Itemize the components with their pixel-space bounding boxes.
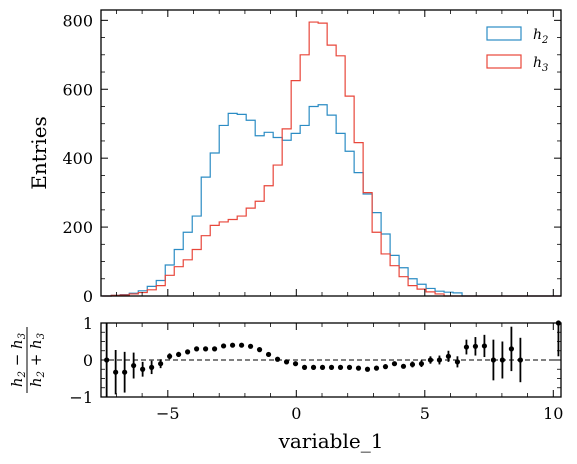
ratio-y-tick-label: −1 <box>69 388 93 407</box>
ratio-point <box>220 343 227 349</box>
legend-label-h2: h2 <box>533 27 548 46</box>
ratio-point <box>427 357 434 363</box>
ratio-point <box>364 366 371 372</box>
ratio-x-tick-label: 5 <box>420 404 430 423</box>
ratio-point <box>400 363 407 369</box>
ratio-point <box>445 353 452 359</box>
ratio-point <box>167 353 173 359</box>
ratio-y-numerator: h2 − h3 <box>8 333 28 387</box>
ratio-point <box>211 346 218 352</box>
ratio-point <box>265 351 272 358</box>
ratio-point <box>328 364 335 370</box>
ratio-point <box>346 364 353 370</box>
ratio-point <box>247 343 254 349</box>
ratio-point <box>517 357 523 363</box>
histogram-y-tick-label: 0 <box>83 287 93 306</box>
ratio-point <box>202 346 209 352</box>
ratio-point <box>193 346 200 352</box>
ratio-point <box>418 361 425 367</box>
ratio-x-axis-title: variable_1 <box>278 429 384 453</box>
ratio-y-tick-label: 1 <box>83 314 93 333</box>
histogram-y-tick-label: 600 <box>62 80 93 99</box>
ratio-point <box>481 343 488 349</box>
histogram-y-tick-label: 200 <box>62 218 93 237</box>
histogram-ticks: 0 200 400 600 800 <box>62 10 561 306</box>
ratio-point <box>274 356 281 362</box>
histogram-y-tick-label: 400 <box>62 149 93 168</box>
ratio-point <box>176 351 182 358</box>
ratio-point <box>319 364 326 370</box>
ratio-point <box>238 342 245 348</box>
ratio-point <box>149 364 155 370</box>
ratio-point <box>355 365 362 371</box>
ratio-y-tick-label: 0 <box>83 351 93 370</box>
ratio-point <box>229 342 236 348</box>
histogram-y-tick-label: 800 <box>62 11 93 30</box>
ratio-point <box>373 365 380 371</box>
ratio-x-tick-label: 10 <box>543 404 563 423</box>
legend-swatch-h3 <box>486 54 522 69</box>
ratio-point <box>256 347 263 353</box>
ratio-point <box>301 364 308 370</box>
legend-swatch-h2 <box>486 26 522 41</box>
ratio-point <box>409 361 416 368</box>
legend-label-h3: h3 <box>533 55 548 74</box>
ratio-y-denominator: h2 + h3 <box>27 333 47 387</box>
ratio-plot-area <box>101 320 562 397</box>
ratio-point <box>454 359 461 365</box>
ratio-point <box>508 346 515 352</box>
ratio-point <box>499 357 506 363</box>
ratio-point <box>113 369 119 375</box>
legend: h2 h3 <box>486 26 548 74</box>
histogram-step-h3 <box>102 21 561 297</box>
ratio-point <box>310 364 317 370</box>
ratio-ticks: −1 0 1 −5 0 5 10 <box>69 314 563 423</box>
ratio-x-tick-label: −5 <box>156 404 180 423</box>
ratio-point <box>131 362 137 369</box>
ratio-point <box>382 364 389 370</box>
ratio-point <box>391 361 398 367</box>
ratio-point <box>283 359 290 365</box>
ratio-point <box>472 343 479 349</box>
ratio-panel: −1 0 1 −5 0 5 10 variable_1 h2 − h3 h2 + h3 <box>8 314 563 453</box>
histogram-y-axis-title: Entries <box>27 116 51 190</box>
ratio-point <box>158 361 164 367</box>
ratio-point <box>490 357 497 363</box>
ratio-point <box>436 357 443 363</box>
ratio-x-tick-label: 0 <box>291 404 301 423</box>
ratio-point <box>337 364 344 370</box>
ratio-point <box>463 344 470 350</box>
ratio-point <box>292 361 299 367</box>
ratio-point <box>185 349 191 355</box>
histogram-frame <box>100 9 562 297</box>
histogram-plot-area <box>102 21 561 297</box>
ratio-point <box>140 366 146 372</box>
ratio-y-axis-title: h2 − h3 h2 + h3 <box>8 327 47 393</box>
histogram-step-h2 <box>102 104 561 297</box>
ratio-point <box>122 369 128 375</box>
histogram-panel: 0 200 400 600 800 Entries h2 h3 <box>27 9 562 306</box>
